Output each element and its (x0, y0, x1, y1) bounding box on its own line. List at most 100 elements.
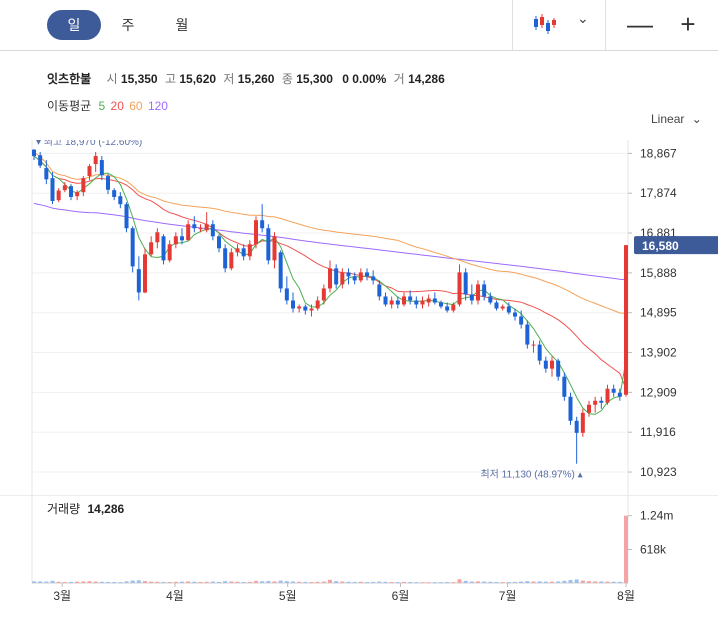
volume-chart[interactable]: 1.24m 618k 3월 4월 5월 6월 7월 8월 (0, 495, 718, 621)
volume-bar (69, 581, 73, 583)
volume-bar (408, 582, 413, 584)
candle-body (593, 400, 598, 405)
candle-body (229, 252, 234, 269)
candle-body (297, 306, 302, 309)
candle-body (568, 396, 573, 421)
volume-bar (389, 582, 394, 584)
price-chart[interactable]: 18,86717,87416,88115,88814,89513,90212,9… (0, 140, 718, 495)
tab-daily[interactable]: 일 (47, 10, 101, 40)
candle-body (476, 284, 480, 301)
volume-bar (62, 582, 67, 584)
candle-body (161, 236, 166, 261)
volume-bar (556, 581, 561, 583)
volume-bar (241, 582, 246, 584)
volume-bar (260, 581, 265, 583)
candle-body (574, 420, 579, 433)
candle-body (513, 312, 517, 317)
volume-bar (99, 581, 104, 583)
scale-mode: Linear (651, 112, 685, 126)
y-tick-label: 11,916 (640, 425, 676, 439)
ma-5: 5 (98, 99, 106, 113)
volume-bar (118, 582, 123, 584)
volume-bar (457, 579, 462, 583)
candle-body (432, 298, 437, 303)
candle-body (500, 306, 505, 309)
volume-bar (593, 581, 598, 583)
quote-summary: 잇츠한불 시 15,350 고 15,620 저 15,260 종 15,300… (47, 70, 445, 87)
candle-body (87, 166, 92, 177)
candle-body (531, 344, 536, 346)
volume-bar (568, 580, 573, 583)
candle-body (303, 306, 308, 311)
y-tick-label: 15,888 (640, 266, 677, 280)
volume-bar (513, 581, 517, 583)
volume-bar (198, 581, 203, 583)
volume-bar (519, 581, 524, 583)
candle-body (414, 300, 419, 305)
low-label: 저 (223, 72, 235, 86)
volume-bar (377, 581, 382, 583)
candle-body (149, 242, 154, 255)
volume-bar (451, 582, 456, 584)
scale-selector[interactable]: Linear ⌄ (651, 112, 702, 126)
volume-bar (611, 581, 616, 583)
candle-body (445, 306, 450, 311)
x-tick-label: 7월 (499, 589, 517, 603)
candle-body (525, 324, 530, 345)
current-price-label: 16,580 (642, 239, 679, 253)
volume-bar (574, 579, 579, 583)
volume-bar (272, 581, 277, 583)
volume-bar (334, 581, 339, 583)
volume-bar (599, 581, 604, 583)
volume-bar (624, 515, 628, 583)
volume-bar (155, 581, 160, 583)
candle-body (278, 252, 283, 289)
volume-bar (93, 581, 98, 583)
candle-body (605, 388, 610, 403)
volume-bar (173, 581, 178, 583)
volume-bar (506, 582, 511, 584)
candle-body (241, 248, 246, 257)
ma-label: 이동평균 (47, 99, 92, 113)
volume-bar (247, 581, 252, 583)
candle-body (395, 300, 400, 305)
volume-legend: 거래량 14,286 (47, 500, 124, 517)
volume-bar (439, 582, 443, 584)
volume-bar (75, 581, 80, 583)
chevron-down-icon[interactable]: ⌄ (577, 10, 589, 26)
volume-bar (309, 582, 314, 584)
minus-icon[interactable]: — (627, 9, 653, 39)
candle-body (38, 155, 43, 166)
chevron-down-icon: ⌄ (691, 112, 702, 126)
volume-bar (543, 581, 548, 583)
tab-monthly[interactable]: 월 (175, 17, 189, 33)
candle-body (599, 400, 604, 403)
candlestick-icon (534, 14, 556, 34)
plus-icon[interactable]: + (680, 9, 696, 39)
ma-20: 20 (110, 99, 124, 113)
candle-body (217, 236, 221, 249)
candle-body (50, 178, 55, 201)
volume-bar (161, 581, 166, 583)
volume-bar (112, 582, 117, 584)
candle-body (93, 156, 98, 165)
candle-body (420, 300, 425, 305)
volume-bar (124, 581, 129, 583)
y-tick-label: 14,895 (640, 306, 677, 320)
candle-body (371, 276, 376, 281)
high-value: 15,620 (179, 72, 217, 86)
volume-bar (167, 582, 172, 584)
volume-bar (550, 581, 554, 583)
candle-body (328, 268, 332, 289)
candle-body (556, 360, 561, 377)
volume-bar (445, 582, 450, 584)
volume-bar (482, 581, 487, 583)
tab-weekly[interactable]: 주 (121, 17, 135, 33)
candle-body (402, 296, 406, 305)
volume-bar (284, 581, 289, 583)
volume-bar (315, 581, 320, 583)
volume-value-short: 14,286 (408, 72, 445, 86)
candle-body (186, 224, 191, 241)
chart-type-button[interactable]: ⌄ (512, 0, 606, 50)
candle-body (543, 360, 548, 369)
